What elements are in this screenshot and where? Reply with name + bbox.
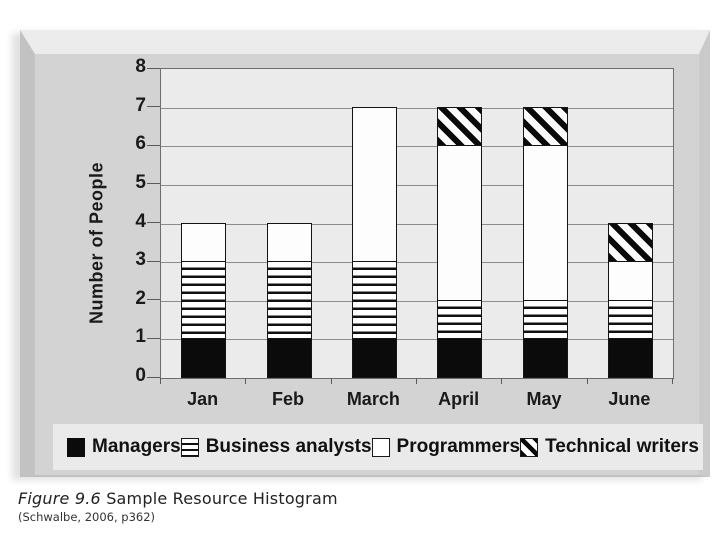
segment-managers-june bbox=[607, 338, 653, 378]
y-tick-mark-2 bbox=[147, 299, 160, 301]
segment-technical-writers-may bbox=[522, 106, 568, 147]
figure-caption-source: (Schwalbe, 2006, p362) bbox=[18, 510, 156, 524]
y-tick-mark-0 bbox=[147, 376, 160, 378]
y-tick-label-1: 1 bbox=[135, 326, 146, 348]
segment-technical-writers-april bbox=[437, 106, 483, 147]
bar-feb bbox=[266, 69, 312, 378]
x-tick-mark-2 bbox=[330, 378, 332, 384]
y-tick-mark-5 bbox=[147, 183, 160, 185]
x-tick-mark-5 bbox=[586, 378, 588, 384]
x-tick-label-feb: Feb bbox=[271, 389, 304, 409]
legend-item-programmers: Programmers bbox=[371, 436, 521, 458]
gridline-y6 bbox=[161, 146, 673, 148]
bar-april bbox=[437, 69, 483, 378]
x-tick-label-jan: Jan bbox=[187, 389, 219, 409]
segment-business-analysts-jan bbox=[181, 261, 227, 340]
bar-may bbox=[522, 69, 568, 378]
segment-business-analysts-may bbox=[522, 299, 568, 340]
figure-caption-text: Sample Resource Histogram bbox=[100, 489, 338, 508]
x-tick-mark-1 bbox=[245, 378, 247, 384]
y-tick-mark-3 bbox=[147, 260, 160, 262]
gridline-y7 bbox=[161, 107, 673, 109]
legend-label-managers: Managers bbox=[92, 436, 181, 457]
segment-managers-april bbox=[437, 338, 483, 378]
legend-label-technical-writers: Technical writers bbox=[545, 436, 699, 457]
y-tick-label-4: 4 bbox=[135, 210, 146, 232]
x-tick-label-march: March bbox=[346, 389, 400, 409]
segment-business-analysts-march bbox=[351, 261, 397, 340]
x-tick-label-june: June bbox=[608, 389, 651, 409]
gridline-y5 bbox=[161, 184, 673, 186]
y-tick-label-8: 8 bbox=[135, 56, 146, 78]
y-axis-title: Number of People bbox=[87, 162, 108, 324]
figure-caption-number: Figure 9.6 bbox=[18, 489, 101, 508]
segment-programmers-april bbox=[437, 145, 483, 301]
legend-label-programmers: Programmers bbox=[396, 436, 521, 457]
segment-programmers-march bbox=[351, 106, 397, 263]
y-tick-label-2: 2 bbox=[135, 287, 146, 309]
bar-jan bbox=[181, 69, 227, 378]
y-tick-mark-4 bbox=[147, 222, 160, 223]
legend-item-business-analysts: Business analysts bbox=[180, 436, 372, 458]
segment-managers-march bbox=[351, 338, 397, 378]
x-tick-mark-3 bbox=[416, 378, 417, 384]
plot-area bbox=[160, 68, 674, 379]
legend-swatch-horizontal-stripes-icon bbox=[180, 437, 199, 457]
legend-item-managers: Managers bbox=[67, 436, 181, 458]
figure-caption: Figure 9.6 Sample Resource Histogram (Sc… bbox=[18, 489, 338, 524]
y-axis-title-text: Number of People bbox=[86, 161, 107, 325]
segment-programmers-may bbox=[522, 145, 568, 301]
y-tick-mark-1 bbox=[147, 337, 160, 339]
gridline-y1 bbox=[161, 339, 673, 341]
figure-caption-title: Figure 9.6 Sample Resource Histogram bbox=[18, 489, 338, 508]
segment-business-analysts-feb bbox=[266, 261, 312, 340]
segment-managers-may bbox=[522, 338, 568, 378]
y-tick-label-0: 0 bbox=[135, 365, 146, 387]
segment-technical-writers-june bbox=[607, 222, 653, 263]
gridline-y3 bbox=[161, 262, 673, 264]
segment-managers-feb bbox=[266, 338, 312, 378]
gridline-y4 bbox=[161, 223, 673, 225]
segment-programmers-june bbox=[607, 261, 653, 301]
y-tick-mark-7 bbox=[147, 106, 160, 108]
segment-managers-jan bbox=[181, 338, 227, 378]
x-tick-mark-0 bbox=[160, 378, 161, 384]
legend: Managers Business analysts Programmers Tech… bbox=[53, 424, 703, 470]
y-tick-label-7: 7 bbox=[135, 94, 146, 116]
y-tick-label-6: 6 bbox=[135, 133, 146, 155]
x-tick-label-april: April bbox=[438, 389, 480, 409]
x-tick-mark-4 bbox=[501, 378, 503, 384]
bar-june bbox=[607, 69, 653, 378]
segment-business-analysts-april bbox=[437, 299, 483, 340]
y-tick-mark-6 bbox=[147, 144, 160, 146]
legend-swatch-solid-white-icon bbox=[371, 437, 390, 457]
x-tick-mark-6 bbox=[672, 378, 673, 384]
bar-march bbox=[351, 69, 397, 378]
segment-programmers-jan bbox=[181, 222, 227, 263]
y-tick-mark-8 bbox=[147, 67, 160, 69]
legend-swatch-solid-black-icon bbox=[67, 437, 85, 457]
gridline-y2 bbox=[161, 300, 673, 302]
y-tick-label-5: 5 bbox=[135, 171, 146, 193]
legend-swatch-diagonal-hatch-icon bbox=[520, 437, 539, 457]
legend-item-technical-writers: Technical writers bbox=[520, 436, 699, 458]
legend-label-business-analysts: Business analysts bbox=[205, 436, 372, 457]
y-tick-label-3: 3 bbox=[135, 249, 146, 271]
x-tick-label-may: May bbox=[526, 389, 562, 409]
segment-business-analysts-june bbox=[607, 299, 653, 340]
segment-programmers-feb bbox=[266, 222, 312, 263]
